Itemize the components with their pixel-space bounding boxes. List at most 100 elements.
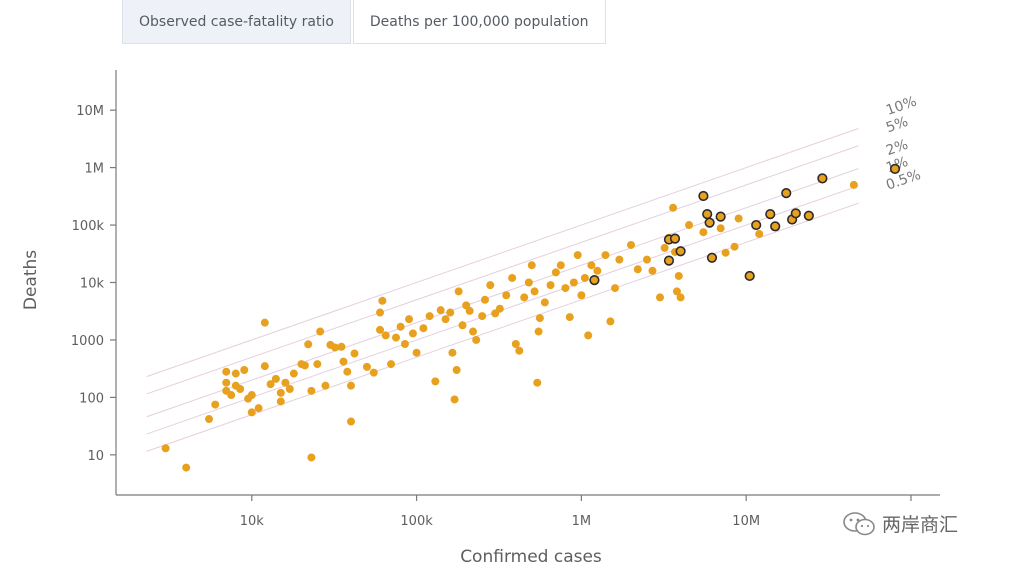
highlighted-data-point[interactable]	[889, 163, 901, 174]
data-point[interactable]	[551, 268, 560, 277]
highlighted-data-point[interactable]	[589, 275, 600, 286]
data-point[interactable]	[204, 415, 213, 424]
data-point[interactable]	[307, 386, 316, 395]
data-point[interactable]	[260, 362, 269, 371]
data-point[interactable]	[721, 248, 730, 257]
data-point[interactable]	[271, 374, 280, 383]
data-point[interactable]	[615, 255, 624, 264]
data-point[interactable]	[454, 287, 463, 296]
highlighted-data-point[interactable]	[669, 233, 681, 244]
tab-deaths-per-100k[interactable]: Deaths per 100,000 population	[352, 0, 606, 44]
data-point[interactable]	[222, 367, 231, 376]
data-point[interactable]	[260, 318, 269, 327]
data-point[interactable]	[660, 243, 669, 252]
data-point[interactable]	[648, 266, 657, 275]
highlighted-data-point[interactable]	[781, 187, 792, 199]
data-point[interactable]	[331, 343, 340, 352]
data-point[interactable]	[580, 273, 589, 282]
data-point[interactable]	[247, 391, 256, 400]
data-point[interactable]	[561, 284, 570, 293]
highlighted-data-point[interactable]	[702, 209, 713, 220]
highlighted-data-point[interactable]	[790, 208, 801, 219]
data-point[interactable]	[587, 261, 596, 270]
data-point[interactable]	[425, 312, 434, 321]
data-point[interactable]	[472, 335, 481, 344]
data-point[interactable]	[611, 284, 620, 293]
data-point[interactable]	[300, 361, 309, 370]
data-point[interactable]	[508, 273, 517, 282]
data-point[interactable]	[584, 331, 593, 340]
data-point[interactable]	[369, 368, 378, 377]
data-point[interactable]	[495, 304, 504, 313]
data-point[interactable]	[343, 367, 352, 376]
data-point[interactable]	[601, 251, 610, 260]
data-point[interactable]	[452, 365, 461, 374]
data-point[interactable]	[672, 287, 681, 296]
data-point[interactable]	[535, 314, 544, 323]
data-point[interactable]	[236, 385, 245, 394]
highlighted-data-point[interactable]	[765, 209, 776, 220]
highlighted-data-point[interactable]	[706, 252, 718, 263]
highlighted-data-point[interactable]	[704, 217, 715, 228]
data-point[interactable]	[307, 453, 316, 462]
data-point[interactable]	[337, 342, 346, 351]
highlighted-data-point[interactable]	[744, 270, 755, 282]
data-point[interactable]	[669, 203, 678, 212]
data-point[interactable]	[577, 291, 586, 300]
data-point[interactable]	[396, 322, 405, 331]
data-point[interactable]	[346, 417, 355, 426]
data-point[interactable]	[376, 308, 385, 317]
data-point[interactable]	[734, 214, 743, 223]
data-point[interactable]	[304, 340, 313, 349]
highlighted-data-point[interactable]	[817, 173, 828, 184]
data-point[interactable]	[676, 293, 685, 302]
data-point[interactable]	[321, 381, 330, 390]
data-point[interactable]	[276, 397, 285, 406]
data-point[interactable]	[378, 296, 387, 305]
data-point[interactable]	[254, 404, 263, 413]
data-point[interactable]	[285, 385, 294, 394]
data-point[interactable]	[569, 278, 578, 287]
data-point[interactable]	[674, 271, 683, 280]
data-point[interactable]	[266, 380, 275, 389]
data-point[interactable]	[441, 315, 450, 324]
data-point[interactable]	[412, 348, 421, 357]
data-point[interactable]	[400, 340, 409, 349]
data-point[interactable]	[446, 308, 455, 317]
data-point[interactable]	[685, 221, 694, 230]
highlighted-data-point[interactable]	[715, 211, 726, 222]
data-point[interactable]	[716, 224, 725, 233]
data-point[interactable]	[573, 251, 582, 260]
data-point[interactable]	[480, 295, 489, 304]
data-point[interactable]	[346, 381, 355, 390]
data-point[interactable]	[431, 377, 440, 386]
data-point[interactable]	[511, 340, 520, 349]
data-point[interactable]	[524, 278, 533, 287]
data-point[interactable]	[289, 369, 298, 378]
data-point[interactable]	[376, 325, 385, 334]
data-point[interactable]	[469, 327, 478, 336]
data-point[interactable]	[502, 291, 511, 300]
data-point[interactable]	[626, 240, 635, 249]
data-point[interactable]	[313, 360, 322, 369]
data-point[interactable]	[633, 265, 642, 274]
data-point[interactable]	[436, 306, 445, 315]
data-point[interactable]	[405, 315, 414, 324]
data-point[interactable]	[642, 255, 651, 264]
data-point[interactable]	[419, 324, 428, 333]
data-point[interactable]	[381, 331, 390, 340]
data-point[interactable]	[276, 388, 285, 397]
data-point[interactable]	[606, 317, 615, 326]
data-point[interactable]	[533, 378, 542, 387]
data-point[interactable]	[391, 333, 400, 342]
data-point[interactable]	[247, 408, 256, 417]
data-point[interactable]	[281, 378, 290, 387]
data-point[interactable]	[182, 463, 191, 472]
highlighted-data-point[interactable]	[663, 255, 675, 266]
highlighted-data-point[interactable]	[770, 221, 781, 232]
data-point[interactable]	[656, 293, 665, 302]
highlighted-data-point[interactable]	[751, 219, 762, 231]
data-point[interactable]	[556, 261, 565, 270]
data-point[interactable]	[699, 228, 708, 237]
data-point[interactable]	[240, 365, 249, 374]
